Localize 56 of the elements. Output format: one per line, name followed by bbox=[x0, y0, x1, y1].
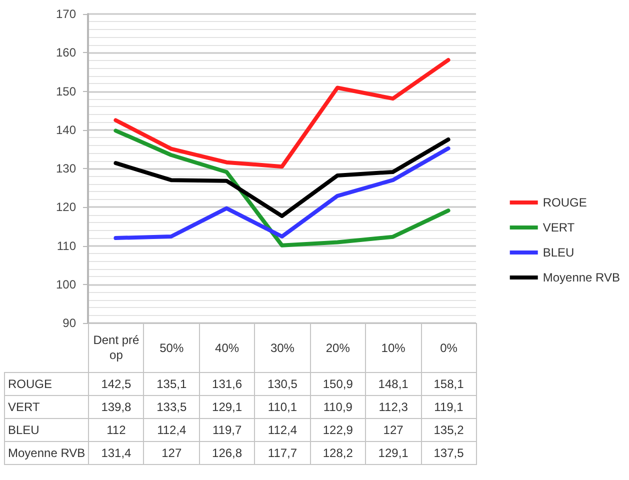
y-tick-label: 140 bbox=[56, 122, 76, 137]
x-tick-label: 10% bbox=[366, 324, 422, 372]
data-label: 139,8 bbox=[88, 396, 144, 418]
x-tick-label: 50% bbox=[144, 324, 200, 372]
x-tick-label: 40% bbox=[199, 324, 255, 372]
data-label: 158,1 bbox=[421, 372, 476, 396]
data-label: 112 bbox=[88, 418, 144, 442]
line-series bbox=[114, 58, 450, 169]
legend-label: VERT bbox=[542, 220, 576, 234]
data-label: 133,5 bbox=[144, 396, 200, 418]
data-label: 127 bbox=[144, 442, 200, 464]
data-label: 112,4 bbox=[144, 418, 200, 442]
text: VERT bbox=[8, 400, 40, 414]
data-label: 112,4 bbox=[254, 418, 310, 442]
data-label: 127 bbox=[366, 418, 422, 442]
line-series bbox=[114, 128, 450, 248]
data-label: 148,1 bbox=[366, 372, 422, 396]
text: BLEU bbox=[8, 423, 40, 437]
text: Moyenne RVB bbox=[8, 446, 86, 460]
line-series bbox=[114, 138, 450, 218]
legend-label: BLEU bbox=[542, 246, 574, 260]
x-tick-label: 30% bbox=[254, 324, 310, 372]
data-label: 119,1 bbox=[421, 396, 476, 418]
y-tick-label: 120 bbox=[56, 200, 76, 214]
data-label: 110,9 bbox=[310, 396, 366, 418]
data-label: 135,1 bbox=[144, 372, 200, 396]
data-label: 129,1 bbox=[366, 442, 422, 464]
data-label: 128,2 bbox=[310, 442, 366, 464]
data-label: 122,9 bbox=[310, 418, 366, 442]
data-label: 119,7 bbox=[199, 418, 255, 442]
data-label: 137,5 bbox=[421, 442, 476, 464]
data-label: 110,1 bbox=[254, 396, 310, 418]
y-tick-label: 130 bbox=[56, 162, 76, 176]
x-tick-label: 20% bbox=[310, 324, 366, 372]
line-series bbox=[114, 146, 450, 240]
data-label: 131,4 bbox=[88, 442, 144, 464]
data-label: 126,8 bbox=[199, 442, 255, 464]
y-tick-label: 100 bbox=[56, 277, 76, 292]
legend-label: Moyenne RVB bbox=[542, 270, 620, 284]
y-tick-label: 150 bbox=[56, 84, 76, 98]
y-tick-label: 110 bbox=[56, 238, 76, 253]
legend-label: ROUGE bbox=[542, 196, 587, 210]
y-tick-label: 170 bbox=[56, 7, 76, 21]
x-tick-label: Dent pré op bbox=[88, 324, 144, 372]
data-label: 129,1 bbox=[199, 396, 255, 418]
data-label: 117,7 bbox=[254, 442, 310, 464]
data-label: 135,2 bbox=[421, 418, 476, 442]
y-tick-label: 160 bbox=[56, 46, 76, 60]
y-tick-label: 90 bbox=[62, 316, 76, 330]
data-label: 131,6 bbox=[199, 372, 255, 396]
data-label: 130,5 bbox=[254, 372, 310, 396]
data-label: 112,3 bbox=[366, 396, 422, 418]
data-label: 150,9 bbox=[310, 372, 366, 396]
text: ROUGE bbox=[8, 377, 52, 391]
x-tick-label: 0% bbox=[421, 324, 476, 372]
data-label: 142,5 bbox=[88, 372, 144, 396]
